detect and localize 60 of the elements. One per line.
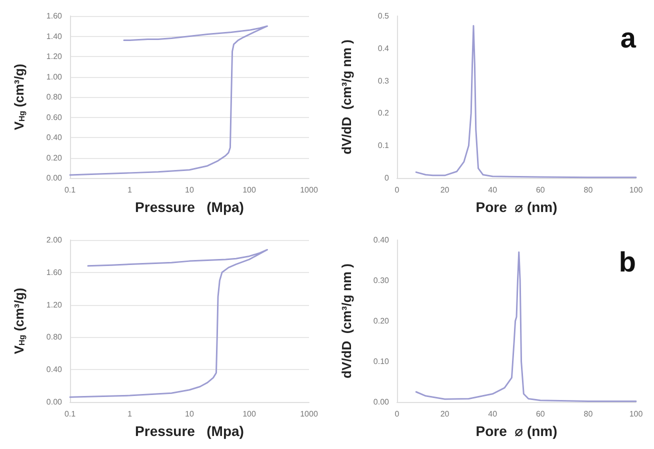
x-tick-label: 10	[185, 410, 194, 418]
x-tick-label: 80	[584, 186, 594, 194]
x-tick-label: 20	[440, 410, 450, 418]
x-tick-label: 1000	[300, 186, 318, 194]
x-axis-title: Pore ⌀ (nm)	[476, 199, 558, 215]
x-tick-label: 0.1	[64, 186, 76, 194]
annotation: a	[620, 22, 636, 54]
y-tick-label: 0.40	[373, 236, 390, 244]
y-tick-label: 0.4	[378, 44, 390, 53]
y-tick-label: 0.00	[46, 398, 63, 406]
x-tick-label: 100	[629, 186, 644, 194]
x-tick-label: 60	[536, 186, 546, 194]
y-tick-label: 1.20	[46, 300, 63, 310]
x-tick-label: 100	[629, 410, 644, 418]
x-tick-label: 0.1	[64, 410, 76, 418]
y-axis-title: dV/dD (cm³/g nm )	[339, 40, 354, 154]
x-axis-title: Pressure (Mpa)	[135, 199, 244, 215]
line-series	[415, 24, 637, 178]
y-tick-label: 0.10	[373, 357, 390, 366]
y-tick-label: 1.60	[46, 268, 63, 277]
y-tick-label: 0.00	[46, 174, 63, 182]
y-tick-label: 0.40	[46, 133, 63, 142]
y-axis-title: dV/dD (cm³/g nm )	[339, 264, 354, 378]
y-tick-label: 0.40	[46, 365, 63, 374]
x-tick-label: 40	[488, 410, 498, 418]
y-tick-label: 0.20	[373, 316, 390, 326]
x-tick-label: 100	[242, 186, 256, 194]
annotation: b	[618, 246, 636, 278]
x-tick-label: 100	[242, 410, 256, 418]
y-tick-label: 2.00	[46, 236, 63, 244]
x-axis-title: Pore ⌀ (nm)	[476, 423, 558, 439]
x-tick-label: 1	[128, 410, 133, 418]
x-tick-label: 10	[185, 186, 194, 194]
y-tick-label: 0.2	[378, 108, 390, 118]
y-tick-label: 0.00	[373, 398, 390, 406]
x-tick-label: 20	[440, 186, 450, 194]
y-tick-label: 0.30	[373, 276, 390, 285]
y-tick-label: 0.5	[378, 12, 390, 20]
y-axis-title: VHg (cm³/g)	[12, 64, 26, 130]
y-tick-label: 0.80	[46, 332, 63, 342]
y-tick-label: 1.60	[46, 12, 63, 20]
x-tick-label: 80	[584, 410, 594, 418]
y-tick-label: 0.20	[46, 153, 63, 162]
x-tick-label: 1	[128, 186, 133, 194]
x-tick-label: 1000	[300, 410, 318, 418]
x-tick-label: 40	[488, 186, 498, 194]
y-tick-label: 0.60	[46, 112, 63, 122]
x-tick-label: 0	[394, 186, 400, 194]
x-axis-title: Pressure (Mpa)	[135, 423, 244, 439]
y-axis-title: VHg (cm³/g)	[12, 288, 26, 354]
y-tick-label: 0	[384, 174, 390, 182]
y-tick-label: 0.80	[46, 92, 63, 102]
y-tick-label: 0.1	[378, 141, 390, 150]
y-tick-label: 1.40	[46, 32, 63, 41]
line-series	[415, 251, 637, 402]
y-tick-label: 0.3	[378, 76, 390, 86]
y-tick-label: 1.00	[46, 72, 63, 82]
x-tick-label: 60	[536, 410, 546, 418]
x-tick-label: 0	[394, 410, 400, 418]
y-tick-label: 1.20	[46, 52, 63, 61]
